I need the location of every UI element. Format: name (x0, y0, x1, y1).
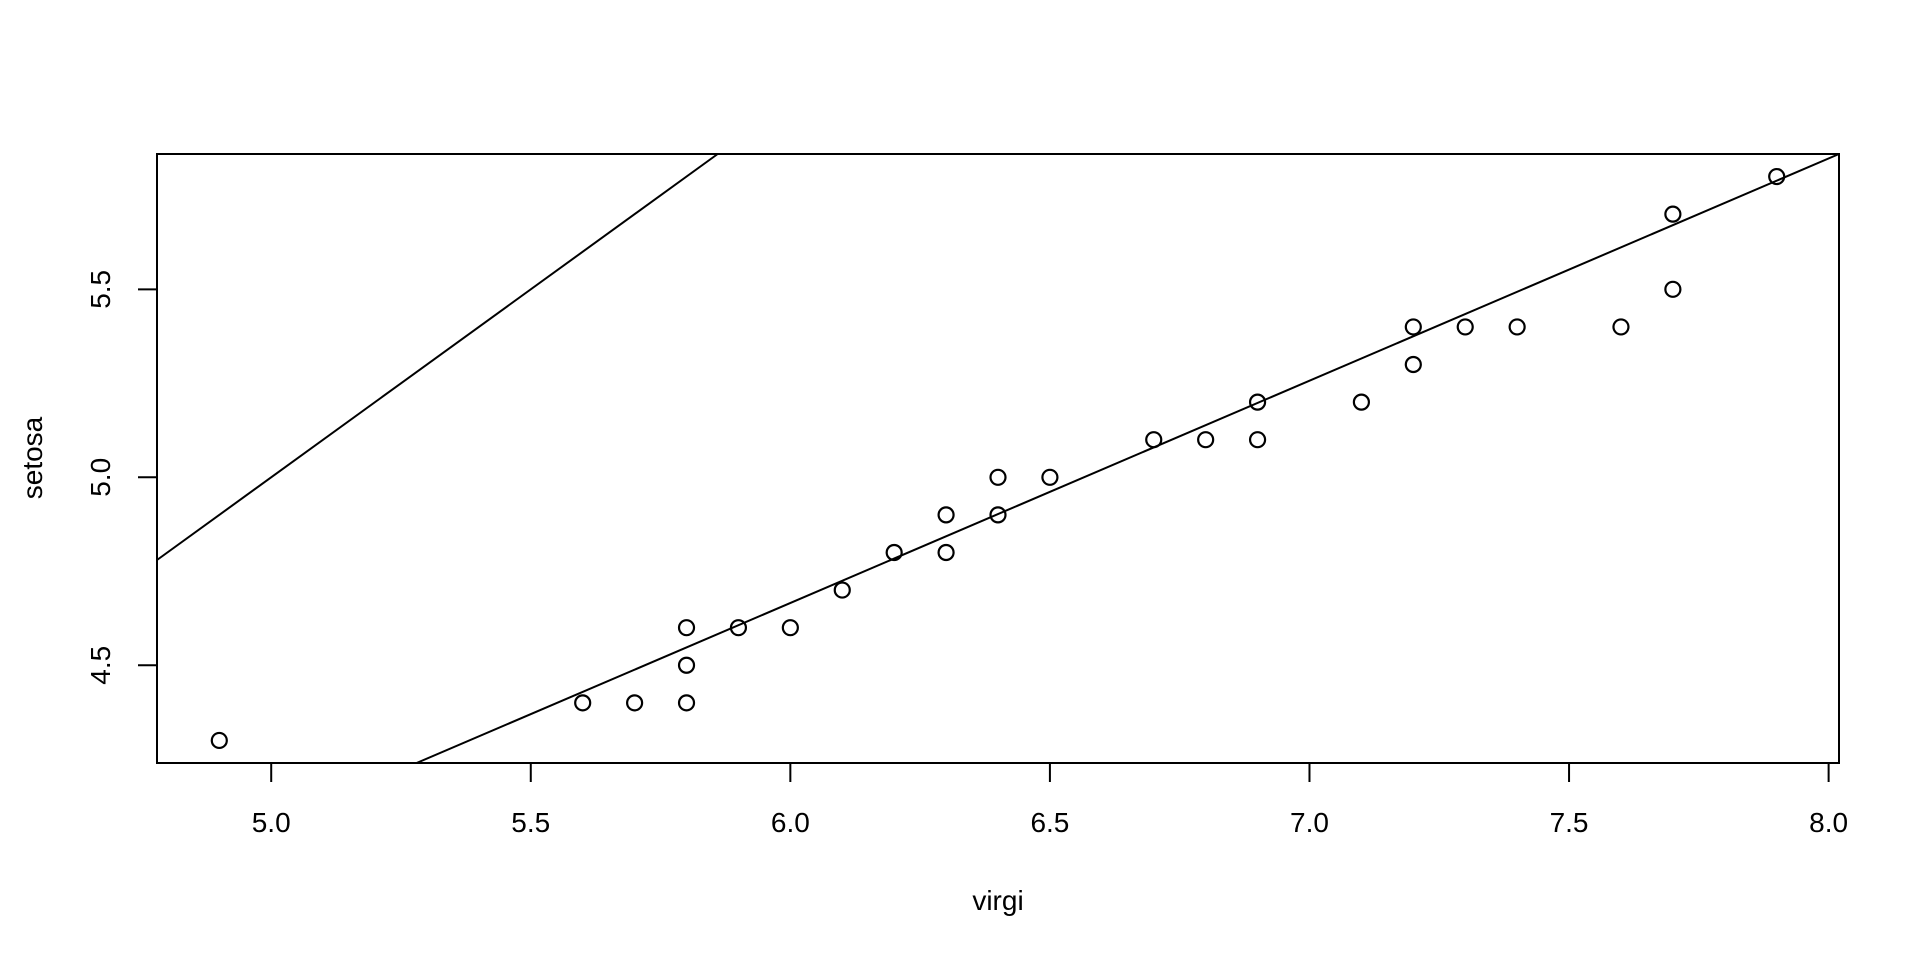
data-point (1456, 318, 1474, 336)
data-point (1197, 431, 1215, 449)
y-axis: 4.5 5.0 5.5 (85, 270, 157, 685)
data-point (574, 694, 592, 712)
data-point (1041, 468, 1059, 486)
y-tick-label: 5.5 (85, 270, 116, 309)
data-point (677, 694, 696, 712)
qq-fit-line (416, 153, 1840, 764)
data-point (885, 543, 903, 562)
data-point (677, 656, 696, 674)
data-point (1352, 393, 1370, 411)
data-point (989, 468, 1007, 486)
data-point (989, 506, 1007, 524)
x-tick-label: 8.0 (1809, 807, 1848, 838)
data-point (937, 543, 955, 562)
data-point (937, 506, 955, 524)
plot-border (156, 153, 1840, 764)
y-axis-title: setosa (17, 416, 48, 499)
data-point (210, 731, 228, 750)
x-tick-label: 6.0 (771, 807, 810, 838)
data-point (1664, 205, 1682, 223)
x-tick-label: 6.5 (1030, 807, 1069, 838)
y-tick-label: 5.0 (85, 458, 116, 497)
x-tick-label: 7.5 (1550, 807, 1589, 838)
x-tick-label: 5.0 (252, 807, 291, 838)
data-point (1612, 318, 1630, 336)
data-point (729, 619, 748, 637)
data-point (1664, 280, 1682, 298)
lines-layer (156, 153, 1840, 764)
data-point (1145, 431, 1163, 449)
data-point (626, 694, 644, 712)
x-axis: 5.0 5.5 6.0 6.5 7.0 7.5 8.0 (252, 763, 1848, 838)
data-point (1248, 431, 1267, 449)
identity-line (156, 153, 719, 561)
data-point (677, 619, 696, 637)
data-point (1404, 318, 1422, 336)
data-point (1508, 318, 1526, 336)
data-point (1768, 167, 1786, 186)
data-point (1404, 355, 1422, 374)
x-tick-label: 7.0 (1290, 807, 1329, 838)
x-axis-title: virgi (972, 885, 1023, 916)
data-point (833, 581, 851, 599)
points-layer (210, 167, 1786, 750)
y-tick-label: 4.5 (85, 646, 116, 685)
data-point (1248, 393, 1267, 411)
x-tick-label: 5.5 (511, 807, 550, 838)
data-point (781, 619, 799, 637)
